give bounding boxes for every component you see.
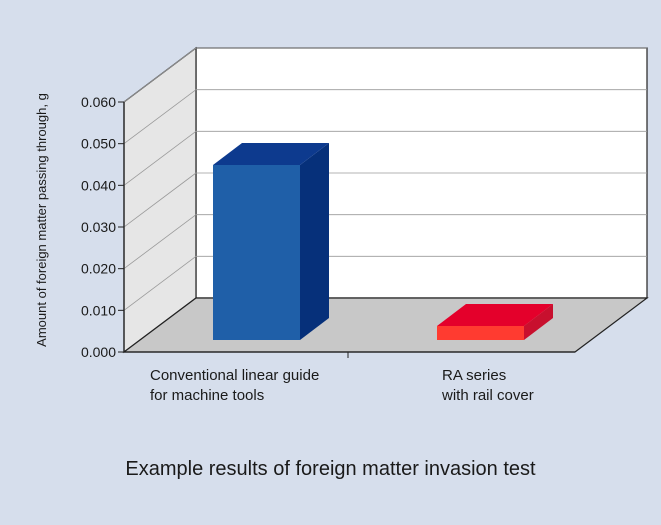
figure-caption: Example results of foreign matter invasi… — [125, 458, 536, 480]
y-tick-label: 0.010 — [81, 302, 116, 318]
x-category-label: with rail cover — [441, 387, 534, 404]
y-tick-label: 0.040 — [81, 177, 116, 193]
gridline-side — [123, 172, 197, 228]
y-tick-label: 0.000 — [81, 344, 116, 360]
chart-labels: 0.000 0.010 0.020 0.030 0.040 0.050 0.060 Conve… — [34, 93, 534, 404]
bar-side — [524, 304, 553, 340]
y-tick-label: 0.050 — [81, 136, 116, 152]
y-tick-label: 0.030 — [81, 219, 116, 235]
chart-walls — [122, 46, 649, 354]
bar — [437, 326, 524, 340]
x-category-label: RA series — [442, 367, 506, 384]
y-tick-label: 0.020 — [81, 261, 116, 277]
gridline-side — [123, 131, 197, 186]
gridline-side — [123, 256, 197, 311]
gridline-side — [123, 89, 197, 144]
bar-top — [213, 143, 329, 165]
bar-top — [437, 304, 553, 326]
bar — [213, 165, 300, 340]
chart-bars — [213, 143, 553, 340]
y-tick-label: 0.060 — [81, 94, 116, 110]
x-category-label: for machine tools — [150, 387, 264, 404]
chart-axis — [118, 101, 575, 358]
x-category-label: Conventional linear guide — [150, 367, 319, 384]
y-axis-title: Amount of foreign matter passing through… — [34, 93, 49, 347]
bar-side — [300, 143, 329, 340]
gridline-side — [123, 47, 197, 103]
gridline-side — [123, 214, 197, 269]
floor — [122, 297, 649, 353]
